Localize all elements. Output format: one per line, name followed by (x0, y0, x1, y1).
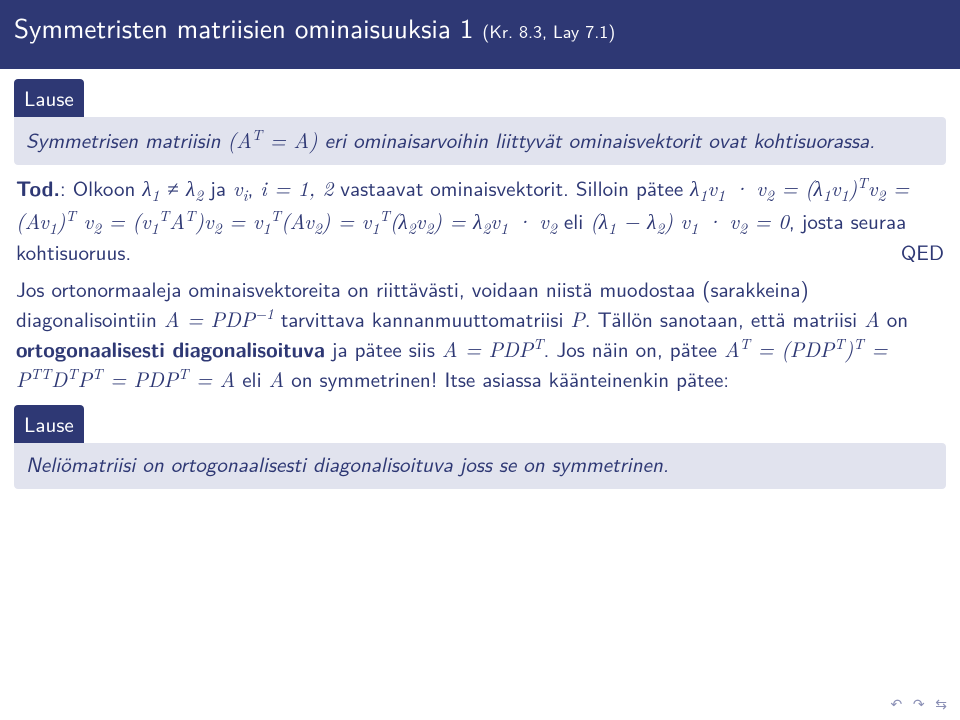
proof-f2: vi (233, 173, 248, 203)
proof-t2: ja (203, 173, 233, 203)
slide-title: Symmetristen matriisien ominaisuuksia 1 (14, 8, 473, 47)
proof-t4: vastaavat ominaisvektorit. Silloin pätee (333, 173, 690, 203)
nav-forward-icon[interactable]: ↷ (913, 694, 928, 714)
theorem-body-2: Neliömatriisi on ortogonaalisesti diagon… (14, 443, 946, 489)
theorem-text-pre: Symmetrisen matriisin (26, 125, 228, 155)
p2-f1: A = PDP−1 (164, 304, 274, 334)
slide-body: Lause Symmetrisen matriisin (AT = A) eri… (0, 69, 960, 489)
theorem-body: Symmetrisen matriisin (AT = A) eri omina… (14, 117, 946, 165)
p2-t4: on (880, 304, 908, 334)
p2-t3: . Tällön sanotaan, että matriisi (585, 304, 864, 334)
p2-f6: A (269, 364, 285, 394)
p2-t7: eli (235, 364, 268, 394)
theorem-head: Lause (14, 79, 84, 117)
slide-title-ref: (Kr. 8.3, Lay 7.1) (482, 17, 615, 44)
proof-paragraph: Tod.: Olkoon λ1 ≠ λ2 ja vi, i = 1, 2 vas… (14, 165, 946, 269)
nav-back-icon[interactable]: ↶ (890, 694, 905, 714)
slide-title-bar: Symmetristen matriisien ominaisuuksia 1 … (0, 0, 960, 69)
proof-f1: λ1 ≠ λ2 (142, 173, 203, 203)
proof-f5: (λ1 − λ2) v1 · v2 = 0 (590, 206, 789, 236)
proof-label: Tod. (16, 173, 60, 203)
qed-label: QED (901, 239, 944, 267)
p2-t8: on symmetrinen! Itse asiassa käänteinenk… (284, 364, 729, 394)
explain-paragraph: Jos ortonormaaleja ominaisvektoreita on … (14, 268, 946, 395)
theorem-text-post: eri ominaisarvoihin liittyvät ominaisvek… (318, 125, 875, 155)
p2-t6: . Jos näin on, pätee (543, 334, 723, 364)
p2-bold1: ortogonaalisesti diagonalisoituva (16, 334, 325, 364)
theorem-box-2: Lause Neliömatriisi on ortogonaalisesti … (14, 395, 946, 489)
p2-t2: tarvittava kannanmuuttomatriisi (274, 304, 571, 334)
proof-f3: i = 1, 2 (260, 173, 333, 203)
p2-f3: A (864, 304, 880, 334)
nav-cycle-icon[interactable]: ⇆ (935, 694, 950, 714)
proof-t3: , (247, 173, 260, 203)
theorem-head-2: Lause (14, 405, 84, 443)
proof-t1: : Olkoon (60, 173, 142, 203)
p2-t5: ja pätee siis (325, 334, 442, 364)
p2-f4: A = PDPT (442, 334, 544, 364)
proof-t5: eli (557, 206, 590, 236)
theorem-formula: (AT = A) (228, 125, 318, 155)
p2-f2: P (570, 304, 584, 334)
theorem-box-1: Lause Symmetrisen matriisin (AT = A) eri… (14, 69, 946, 165)
nav-icons[interactable]: ↶ ↷ ⇆ (890, 694, 950, 714)
